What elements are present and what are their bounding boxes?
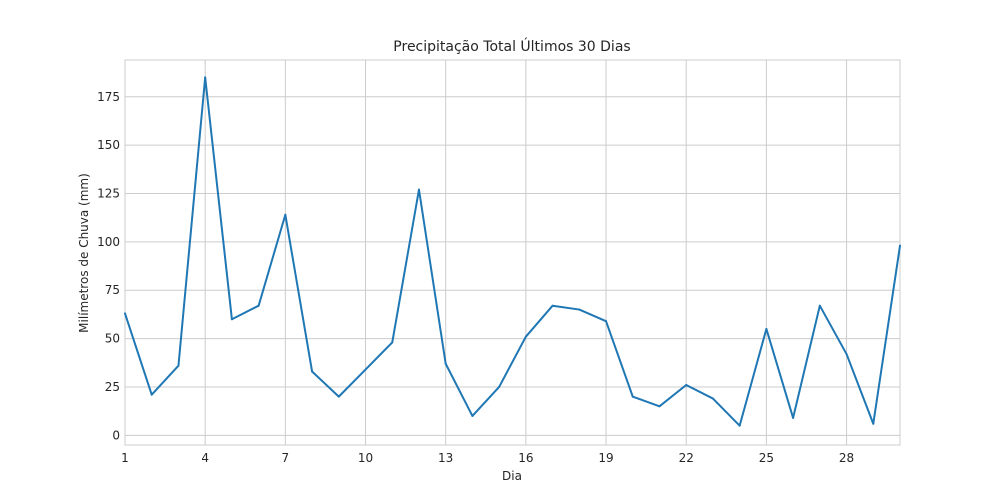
data-point bbox=[605, 320, 608, 323]
data-point bbox=[124, 312, 126, 315]
grid bbox=[124, 60, 900, 445]
data-point bbox=[177, 364, 180, 367]
data-point bbox=[872, 422, 875, 425]
series-layer bbox=[124, 76, 901, 427]
y-tick-label: 150 bbox=[97, 138, 120, 152]
y-tick-label: 125 bbox=[97, 186, 120, 200]
data-point bbox=[711, 397, 714, 400]
x-tick-label: 19 bbox=[598, 451, 613, 465]
data-point bbox=[257, 304, 260, 307]
data-point bbox=[284, 213, 287, 216]
data-point bbox=[417, 188, 420, 191]
y-tick-label: 175 bbox=[97, 90, 120, 104]
data-point bbox=[311, 370, 314, 373]
x-tick-label: 22 bbox=[679, 451, 694, 465]
data-point bbox=[498, 385, 501, 388]
data-point bbox=[658, 405, 661, 408]
data-point bbox=[631, 395, 634, 398]
data-point bbox=[792, 416, 795, 419]
x-tick-labels: 1 4 7 10 13 16 19 22 25 28 bbox=[121, 451, 854, 465]
y-tick-label: 0 bbox=[112, 428, 120, 442]
data-point bbox=[524, 335, 527, 338]
x-tick-label: 25 bbox=[759, 451, 774, 465]
data-point bbox=[818, 304, 821, 307]
data-point bbox=[391, 341, 394, 344]
chart-title: Precipitação Total Últimos 30 Dias bbox=[393, 37, 630, 55]
data-point bbox=[738, 424, 741, 427]
y-axis-title: Milímetros de Chuva (mm) bbox=[77, 173, 91, 333]
x-tick-label: 16 bbox=[518, 451, 533, 465]
data-point bbox=[150, 393, 153, 396]
y-tick-labels: 0 25 50 75 100 125 150 175 bbox=[97, 90, 120, 443]
x-tick-label: 4 bbox=[201, 451, 209, 465]
data-point bbox=[765, 327, 768, 330]
data-point bbox=[899, 244, 901, 247]
y-tick-label: 50 bbox=[105, 332, 120, 346]
data-point bbox=[230, 318, 233, 321]
data-point bbox=[685, 384, 688, 387]
y-tick-label: 25 bbox=[105, 380, 120, 394]
data-point bbox=[551, 304, 554, 307]
data-point bbox=[471, 414, 474, 417]
data-point bbox=[444, 362, 447, 365]
data-point bbox=[578, 308, 581, 311]
data-point bbox=[364, 368, 367, 371]
x-tick-label: 10 bbox=[358, 451, 373, 465]
x-tick-label: 13 bbox=[438, 451, 453, 465]
data-point bbox=[204, 76, 207, 79]
plot-area-frame bbox=[124, 59, 901, 446]
data-point bbox=[845, 353, 848, 356]
y-tick-label: 100 bbox=[97, 235, 120, 249]
series-line bbox=[124, 76, 901, 427]
x-tick-label: 1 bbox=[121, 451, 129, 465]
data-point bbox=[337, 395, 340, 398]
x-tick-label: 28 bbox=[839, 451, 854, 465]
x-tick-label: 7 bbox=[282, 451, 290, 465]
y-tick-label: 75 bbox=[105, 283, 120, 297]
x-axis-title: Dia bbox=[502, 469, 522, 483]
